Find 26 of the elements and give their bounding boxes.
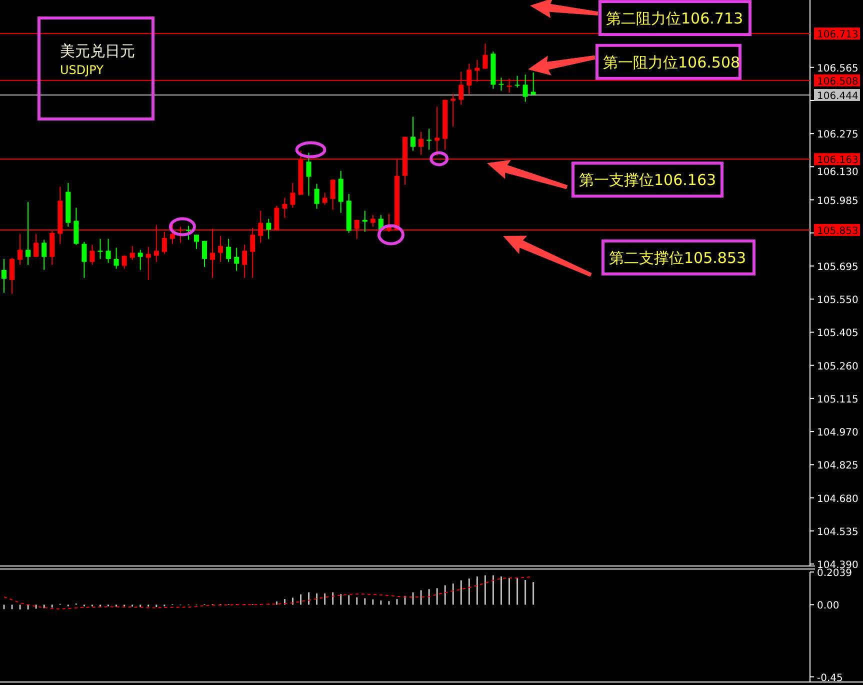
y-tick-label: 106.275	[817, 130, 858, 141]
text: 美元兑日元	[60, 42, 135, 60]
annotation: 第二支撑位105.853	[609, 248, 746, 267]
y-tick-label: 105.985	[817, 196, 858, 207]
y-tick-label: 105.695	[817, 262, 858, 274]
y-tick-label: 104.680	[817, 494, 858, 505]
y-tick-label: 105.115	[817, 394, 858, 406]
y-tick-label: 105.260	[817, 361, 858, 372]
ref-line-label: 106.508	[817, 76, 858, 88]
y-tick-label: 105.405	[817, 328, 858, 340]
y-tick-label: 104.825	[817, 460, 858, 472]
y-tick-label: 106.130	[817, 167, 858, 178]
y-tick-label: -0.45	[817, 672, 843, 684]
ref-line-label: 106.163	[817, 155, 858, 166]
ref-line-label: 106.444	[817, 90, 858, 102]
y-tick-label: 106.565	[817, 63, 858, 74]
annotation: 第一支撑位106.163	[579, 171, 716, 190]
y-tick-label: 104.535	[817, 526, 858, 538]
y-tick-label: 0.00	[817, 600, 840, 612]
y-tick-label: 105.550	[817, 295, 858, 306]
y-tick-label: 0.2039	[817, 568, 852, 579]
ref-line-label: 105.853	[817, 226, 858, 237]
y-tick-label: 104.970	[817, 428, 858, 439]
ref-line-label: 106.713	[817, 30, 858, 41]
annotation: 第二阻力位106.713	[606, 10, 744, 28]
text: USDJPY	[60, 63, 104, 77]
